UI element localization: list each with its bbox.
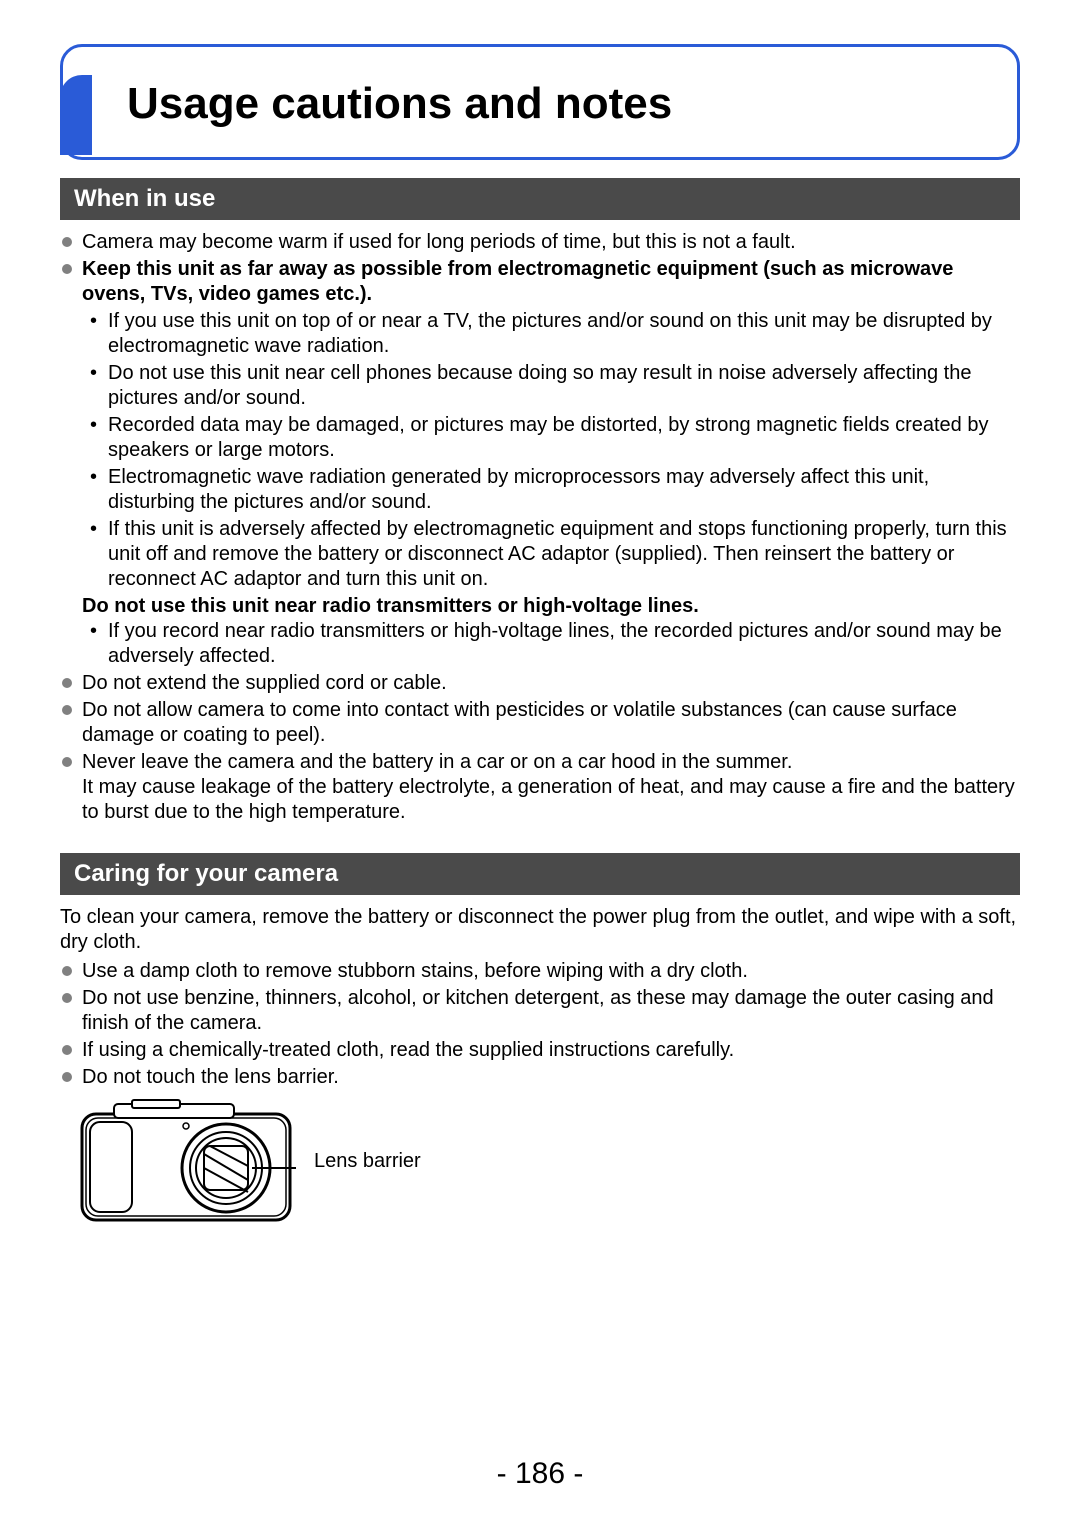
list-item-text: Use a damp cloth to remove stubborn stai… — [82, 960, 748, 982]
sub-item: Recorded data may be damaged, or picture… — [60, 413, 1020, 463]
lens-barrier-callout: Lens barrier — [314, 1149, 421, 1174]
list-item-text: Do not use benzine, thinners, alcohol, o… — [82, 987, 994, 1034]
list-item: If using a chemically-treated cloth, rea… — [60, 1038, 1020, 1063]
sub-item-text: If you use this unit on top of or near a… — [108, 310, 992, 357]
sub-item: Electromagnetic wave radiation generated… — [60, 465, 1020, 515]
sub-item-text: Do not use this unit near cell phones be… — [108, 362, 972, 409]
caring-list: Use a damp cloth to remove stubborn stai… — [60, 959, 1020, 1090]
sub-item: If you record near radio transmitters or… — [60, 619, 1020, 669]
list-item: Use a damp cloth to remove stubborn stai… — [60, 959, 1020, 984]
when-in-use-list: Camera may become warm if used for long … — [60, 230, 1020, 825]
list-item: Do not use benzine, thinners, alcohol, o… — [60, 986, 1020, 1036]
section-caring: Caring for your camera To clean your cam… — [60, 853, 1020, 1226]
list-item: Camera may become warm if used for long … — [60, 230, 1020, 255]
list-item-text: If using a chemically-treated cloth, rea… — [82, 1039, 734, 1061]
list-item-text: Do not extend the supplied cord or cable… — [82, 672, 447, 694]
camera-illustration-row: Lens barrier — [76, 1096, 1020, 1226]
camera-illustration — [76, 1096, 296, 1226]
list-item-text: Never leave the camera and the battery i… — [82, 751, 792, 773]
page-number: - 186 - — [0, 1457, 1080, 1491]
section-heading-when-in-use: When in use — [60, 178, 1020, 220]
sub-item-text: If you record near radio transmitters or… — [108, 620, 1002, 667]
list-item: Never leave the camera and the battery i… — [60, 750, 1020, 825]
bold-sub-lead: Do not use this unit near radio transmit… — [60, 594, 1020, 619]
title-frame: Usage cautions and notes — [60, 44, 1020, 160]
list-item: Do not extend the supplied cord or cable… — [60, 671, 1020, 696]
list-item-text: Keep this unit as far away as possible f… — [82, 258, 953, 305]
list-item-cont: It may cause leakage of the battery elec… — [82, 776, 1015, 823]
list-item: Keep this unit as far away as possible f… — [60, 257, 1020, 307]
list-item-text: Camera may become warm if used for long … — [82, 231, 796, 253]
page-title: Usage cautions and notes — [127, 71, 993, 143]
sub-item-text: If this unit is adversely affected by el… — [108, 518, 1007, 590]
section-heading-caring: Caring for your camera — [60, 853, 1020, 895]
sub-item: If this unit is adversely affected by el… — [60, 517, 1020, 592]
accent-tab — [60, 75, 92, 155]
page-content: When in use Camera may become warm if us… — [60, 178, 1020, 1226]
sub-item: If you use this unit on top of or near a… — [60, 309, 1020, 359]
list-item: Do not allow camera to come into contact… — [60, 698, 1020, 748]
list-item-text: Do not touch the lens barrier. — [82, 1066, 339, 1088]
sub-item-text: Recorded data may be damaged, or picture… — [108, 414, 988, 461]
caring-intro: To clean your camera, remove the battery… — [60, 905, 1020, 955]
list-item-text: Do not allow camera to come into contact… — [82, 699, 957, 746]
sub-item-text: Electromagnetic wave radiation generated… — [108, 466, 929, 513]
list-item: Do not touch the lens barrier. — [60, 1065, 1020, 1090]
sub-item: Do not use this unit near cell phones be… — [60, 361, 1020, 411]
